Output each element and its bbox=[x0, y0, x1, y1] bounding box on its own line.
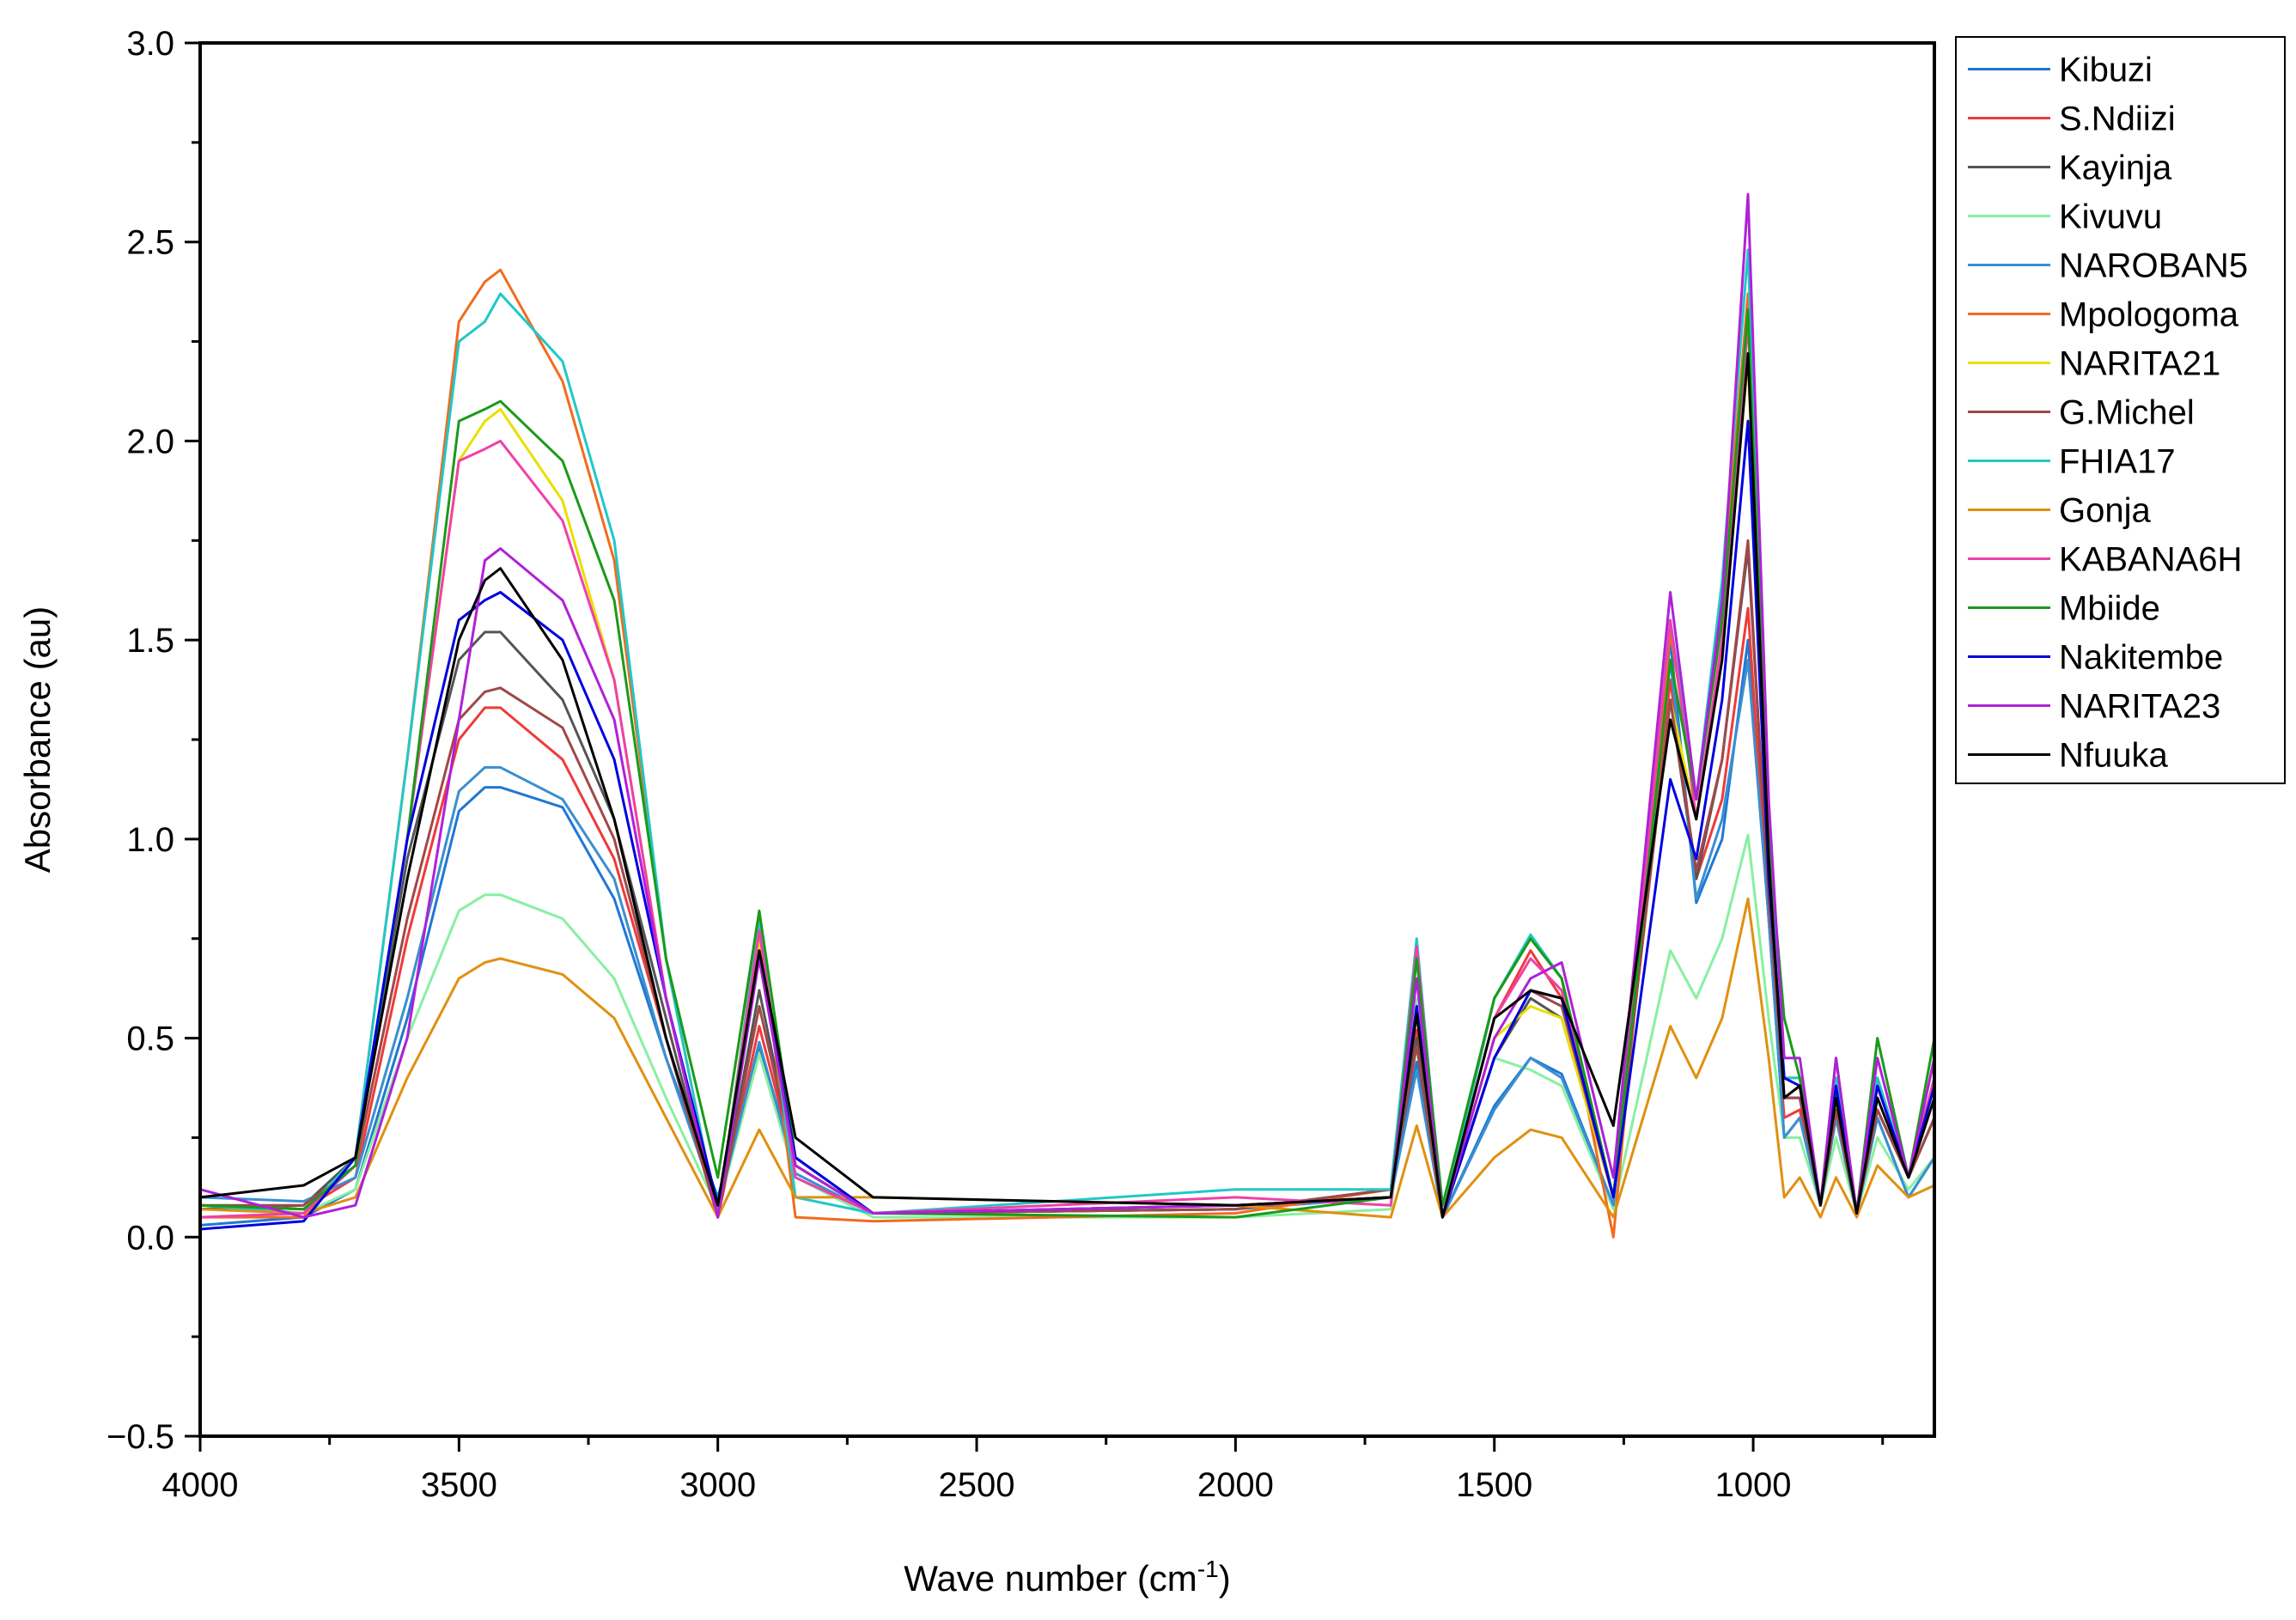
legend-label: Gonja bbox=[2059, 492, 2151, 530]
y-axis-label: Absorbance (au) bbox=[17, 606, 58, 874]
series-line-11 bbox=[199, 320, 1936, 1219]
x-tick-label: 4000 bbox=[162, 1466, 239, 1504]
y-tick-label: 1.0 bbox=[126, 821, 174, 859]
legend-label: Mpologoma bbox=[2059, 296, 2239, 334]
legend-label: Kivuvu bbox=[2059, 198, 2162, 236]
series-line-6 bbox=[200, 268, 1936, 1239]
series-line-10 bbox=[199, 897, 1935, 1219]
legend-label: NARITA21 bbox=[2059, 345, 2220, 383]
y-tick-label: −0.5 bbox=[107, 1418, 174, 1456]
x-axis-label: Wave number (cm-1) bbox=[904, 1556, 1230, 1599]
plot-layer bbox=[199, 192, 1936, 1239]
y-tick-label: 2.0 bbox=[126, 423, 174, 460]
x-tick-label: 2000 bbox=[1197, 1466, 1274, 1504]
legend-label: G.Michel bbox=[2059, 394, 2195, 432]
y-tick-label: 1.5 bbox=[126, 622, 174, 660]
x-tick-label: 1500 bbox=[1456, 1466, 1532, 1504]
legend-label: S.Ndiizi bbox=[2059, 100, 2176, 138]
legend-box bbox=[1955, 36, 2286, 784]
legend-label: NAROBAN5 bbox=[2059, 247, 2248, 285]
x-axis-label-close: ) bbox=[1219, 1558, 1231, 1599]
legend-label: Kibuzi bbox=[2059, 52, 2153, 89]
legend-label: KABANA6H bbox=[2059, 541, 2242, 579]
x-tick-label: 3000 bbox=[679, 1466, 756, 1504]
series-line-4 bbox=[199, 833, 1936, 1219]
series-line-15 bbox=[199, 352, 1936, 1219]
x-axis-label-superscript: -1 bbox=[1197, 1556, 1219, 1582]
series-line-5 bbox=[199, 658, 1936, 1219]
legend-label: FHIA17 bbox=[2059, 443, 2176, 481]
y-tick-label: 2.5 bbox=[126, 224, 174, 262]
x-axis-label-main: Wave number (cm bbox=[904, 1558, 1197, 1599]
legend-label: NARITA23 bbox=[2059, 688, 2220, 726]
x-tick-label: 2500 bbox=[939, 1466, 1015, 1504]
legend-label: Nakitembe bbox=[2059, 639, 2223, 677]
legend-label: Mbiide bbox=[2059, 590, 2160, 628]
legend: Kibuzi S.Ndiizi Kayinja Kivuvu NAROBAN5 Mpolo… bbox=[1955, 36, 2286, 784]
y-tick-label: 0.0 bbox=[126, 1219, 174, 1257]
y-tick-label: 0.5 bbox=[126, 1020, 174, 1058]
y-tick-label: 3.0 bbox=[126, 25, 174, 63]
x-tick-label: 3500 bbox=[421, 1466, 497, 1504]
axes-layer: 4000 3500 3000 2500 2000 1500 1000 −0.5 0.0 0.5 1.… bbox=[107, 25, 1885, 1504]
series-line-13 bbox=[199, 419, 1936, 1231]
x-tick-label: 1000 bbox=[1715, 1466, 1792, 1504]
legend-label: Kayinja bbox=[2059, 149, 2172, 187]
legend-label: Nfuuka bbox=[2059, 737, 2168, 775]
series-line-12 bbox=[199, 308, 1936, 1219]
